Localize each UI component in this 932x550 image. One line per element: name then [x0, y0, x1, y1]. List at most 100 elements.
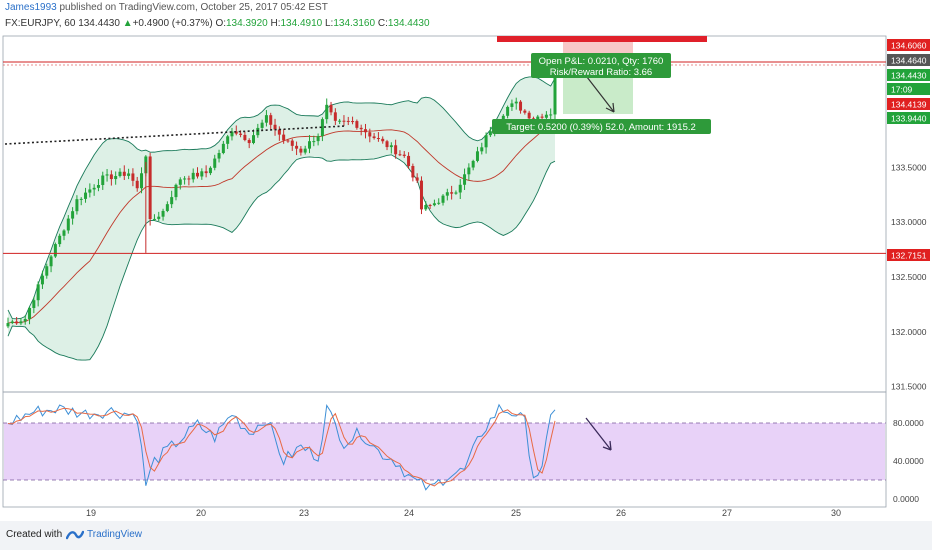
candle-body: [411, 166, 415, 178]
candle-body: [346, 120, 350, 122]
y-tick-label: 131.5000: [891, 382, 927, 392]
candle-body: [36, 284, 40, 301]
bollinger-fill: [8, 76, 555, 361]
risk-reward-text: Risk/Reward Ratio: 3.66: [550, 67, 652, 78]
axes: 19 20 23 24 25 26 27 30 131.5000 132.0000 132.5000…: [86, 39, 930, 518]
candle-body: [514, 101, 518, 104]
candle-body: [282, 134, 286, 141]
candle-body: [200, 171, 204, 177]
candle-body: [256, 127, 260, 136]
y-tick-label: 132.5000: [891, 272, 927, 282]
candle-body: [217, 153, 221, 159]
ohlc-legend: FX:EURJPY, 60 134.4430 ▲+0.4900 (+0.37%)…: [5, 18, 430, 29]
candle-body: [53, 244, 57, 257]
candle-body: [157, 216, 161, 219]
candle-body: [394, 145, 398, 155]
price-label-box: [887, 249, 930, 261]
candle-body: [501, 115, 505, 121]
candle-body: [407, 155, 411, 167]
candle-body: [368, 132, 372, 137]
candle-body: [363, 129, 367, 133]
publish-info: James1993 published on TradingView.com, …: [5, 2, 328, 13]
candle-body: [467, 167, 471, 175]
price-label-box: [887, 112, 930, 124]
candle-body: [40, 275, 44, 285]
pnl-label-box: [531, 53, 671, 78]
candle-body: [488, 131, 492, 136]
candle-body: [463, 174, 467, 185]
stop-loss-zone: [497, 36, 707, 42]
candle-body: [170, 197, 174, 205]
candle-body: [549, 114, 553, 116]
price-label-text: 134.4139: [891, 100, 927, 110]
candle-body: [84, 192, 88, 199]
x-tick-label: 23: [299, 508, 309, 518]
footer-bar: Created with TradingView: [0, 521, 932, 550]
candle-body: [191, 172, 195, 180]
candle-body: [316, 136, 320, 142]
candle-body: [286, 140, 290, 142]
candle-body: [523, 110, 527, 113]
target-text: Target: 0.5200 (0.39%) 52.0, Amount: 191…: [506, 122, 696, 133]
candle-body: [480, 147, 484, 152]
candle-body: [303, 148, 307, 153]
candle-body: [475, 151, 479, 161]
author-link[interactable]: James1993: [5, 2, 57, 13]
price-label-box: [887, 54, 930, 66]
candle-body: [174, 184, 178, 198]
last-price: 134.4430: [78, 18, 120, 29]
candle-body: [299, 148, 303, 153]
candle-body: [140, 173, 144, 189]
bollinger-upper: [7, 76, 556, 320]
bollinger-lower: [7, 154, 556, 361]
candle-body: [62, 230, 66, 236]
candle-body: [329, 104, 333, 113]
candle-body: [165, 204, 169, 211]
osc-y-tick-label: 80.0000: [893, 418, 924, 428]
oscillator-pane-frame: [2, 391, 887, 508]
price-label-box: [887, 39, 930, 51]
close-value: 134.4430: [387, 18, 430, 29]
candle-body: [277, 129, 281, 135]
candle-body: [148, 156, 152, 220]
candle-body: [531, 118, 535, 120]
candle-body: [355, 121, 359, 128]
osc-arrowhead-icon: [602, 440, 612, 451]
candle-body: [45, 266, 49, 276]
osc-band-fill: [4, 423, 885, 480]
low-value: 134.3160: [333, 18, 376, 29]
candle-body: [71, 211, 75, 219]
horizontal-levels: [3, 61, 886, 254]
candle-body: [127, 173, 131, 176]
candle-body: [226, 136, 230, 144]
symbol-label[interactable]: FX:EURJPY, 60: [5, 18, 76, 29]
candle-body: [131, 173, 135, 181]
candle-body: [105, 174, 109, 176]
candle-body: [178, 179, 182, 185]
candle-body: [239, 133, 243, 135]
high-value: 134.4910: [280, 18, 323, 29]
candle-body: [260, 122, 264, 128]
candle-body: [79, 198, 83, 200]
tradingview-brand-link[interactable]: TradingView: [87, 529, 143, 540]
candle-body: [389, 145, 393, 148]
candle-body: [445, 192, 449, 196]
x-tick-label: 25: [511, 508, 521, 518]
candle-body: [247, 140, 251, 144]
candle-body: [419, 180, 423, 210]
candle-body: [208, 167, 212, 174]
candle-body: [333, 112, 337, 121]
candle-body: [252, 135, 256, 144]
candle-body: [221, 143, 225, 154]
osc-projection-arrow: [585, 417, 612, 451]
candle-body: [398, 154, 402, 156]
candle-body: [213, 158, 217, 168]
stochastic-rsi-pane: [3, 403, 886, 491]
x-tick-label: 19: [86, 508, 96, 518]
candle-body: [264, 115, 268, 123]
candle-body: [376, 138, 380, 140]
candle-body: [385, 141, 389, 148]
candle-body: [372, 136, 376, 139]
